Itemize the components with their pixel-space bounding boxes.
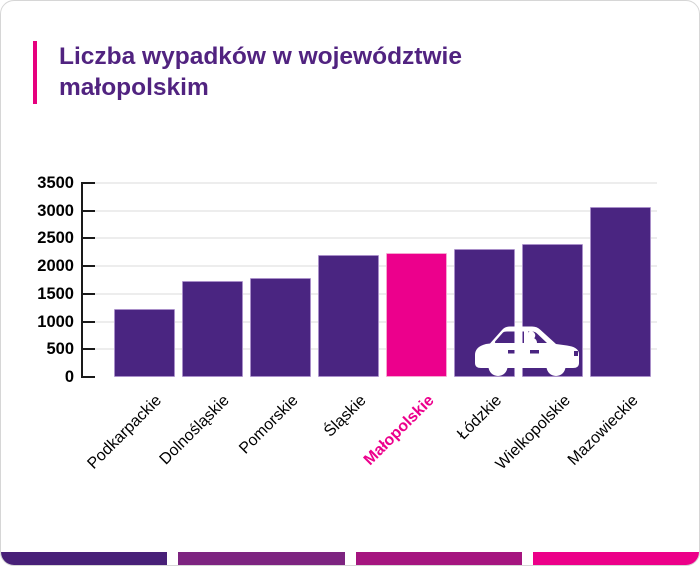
y-tick-label-0: 0 bbox=[64, 368, 74, 386]
y-tick-label-2500: 2500 bbox=[37, 229, 74, 248]
y-tick-label-500: 500 bbox=[46, 340, 74, 359]
car-icon bbox=[475, 326, 579, 376]
x-label-mazowieckie: Mazowieckie bbox=[564, 392, 642, 469]
y-tick-2500 bbox=[81, 237, 95, 240]
footer-stripe-3 bbox=[355, 552, 522, 565]
y-tick-label-3000: 3000 bbox=[37, 201, 74, 220]
page-title-line2: małopolskim bbox=[59, 74, 209, 101]
bar-podkarpackie bbox=[113, 309, 175, 377]
y-tick-label-1500: 1500 bbox=[37, 284, 74, 303]
gridline-3000 bbox=[82, 209, 657, 212]
gridline-3500 bbox=[82, 182, 657, 184]
bar-malopolskie bbox=[385, 252, 447, 377]
y-tick-label-3500: 3500 bbox=[37, 174, 74, 192]
page-title-line1: Liczba wypadków w województwie bbox=[59, 43, 462, 70]
x-label-odzkie: Łódzkie bbox=[454, 392, 506, 444]
x-label-slaskie: Śląskie bbox=[320, 392, 370, 441]
x-label-malopolskie: Małopolskie bbox=[360, 392, 438, 469]
y-tick-2000 bbox=[81, 265, 95, 268]
gridline-2500 bbox=[82, 237, 657, 240]
bar-pomorskie bbox=[249, 277, 311, 377]
bar-dolnoslaskie bbox=[181, 281, 243, 377]
bar-slaskie bbox=[317, 255, 379, 377]
page-title: Liczba wypadków w województwie małopolsk… bbox=[59, 41, 579, 103]
title-accent-bar bbox=[33, 41, 37, 104]
footer-stripe-2 bbox=[178, 552, 345, 565]
x-label-dolnoslaskie: Dolnośląskie bbox=[156, 392, 234, 469]
footer-stripe-4 bbox=[532, 552, 699, 565]
y-tick-3000 bbox=[81, 209, 95, 212]
footer-stripes bbox=[1, 552, 699, 565]
y-tick-0 bbox=[81, 376, 95, 378]
bar-mazowieckie bbox=[590, 206, 652, 377]
y-tick-3500 bbox=[81, 182, 95, 184]
footer-stripe-1 bbox=[1, 552, 168, 565]
x-label-pomorskie: Pomorskie bbox=[235, 392, 302, 458]
y-axis bbox=[81, 182, 83, 378]
x-label-podkarpackie: Podkarpackie bbox=[84, 392, 166, 473]
y-tick-label-2000: 2000 bbox=[37, 257, 74, 276]
y-tick-1000 bbox=[81, 320, 95, 323]
y-tick-1500 bbox=[81, 292, 95, 295]
y-tick-500 bbox=[81, 348, 95, 351]
y-tick-label-1000: 1000 bbox=[37, 312, 74, 331]
